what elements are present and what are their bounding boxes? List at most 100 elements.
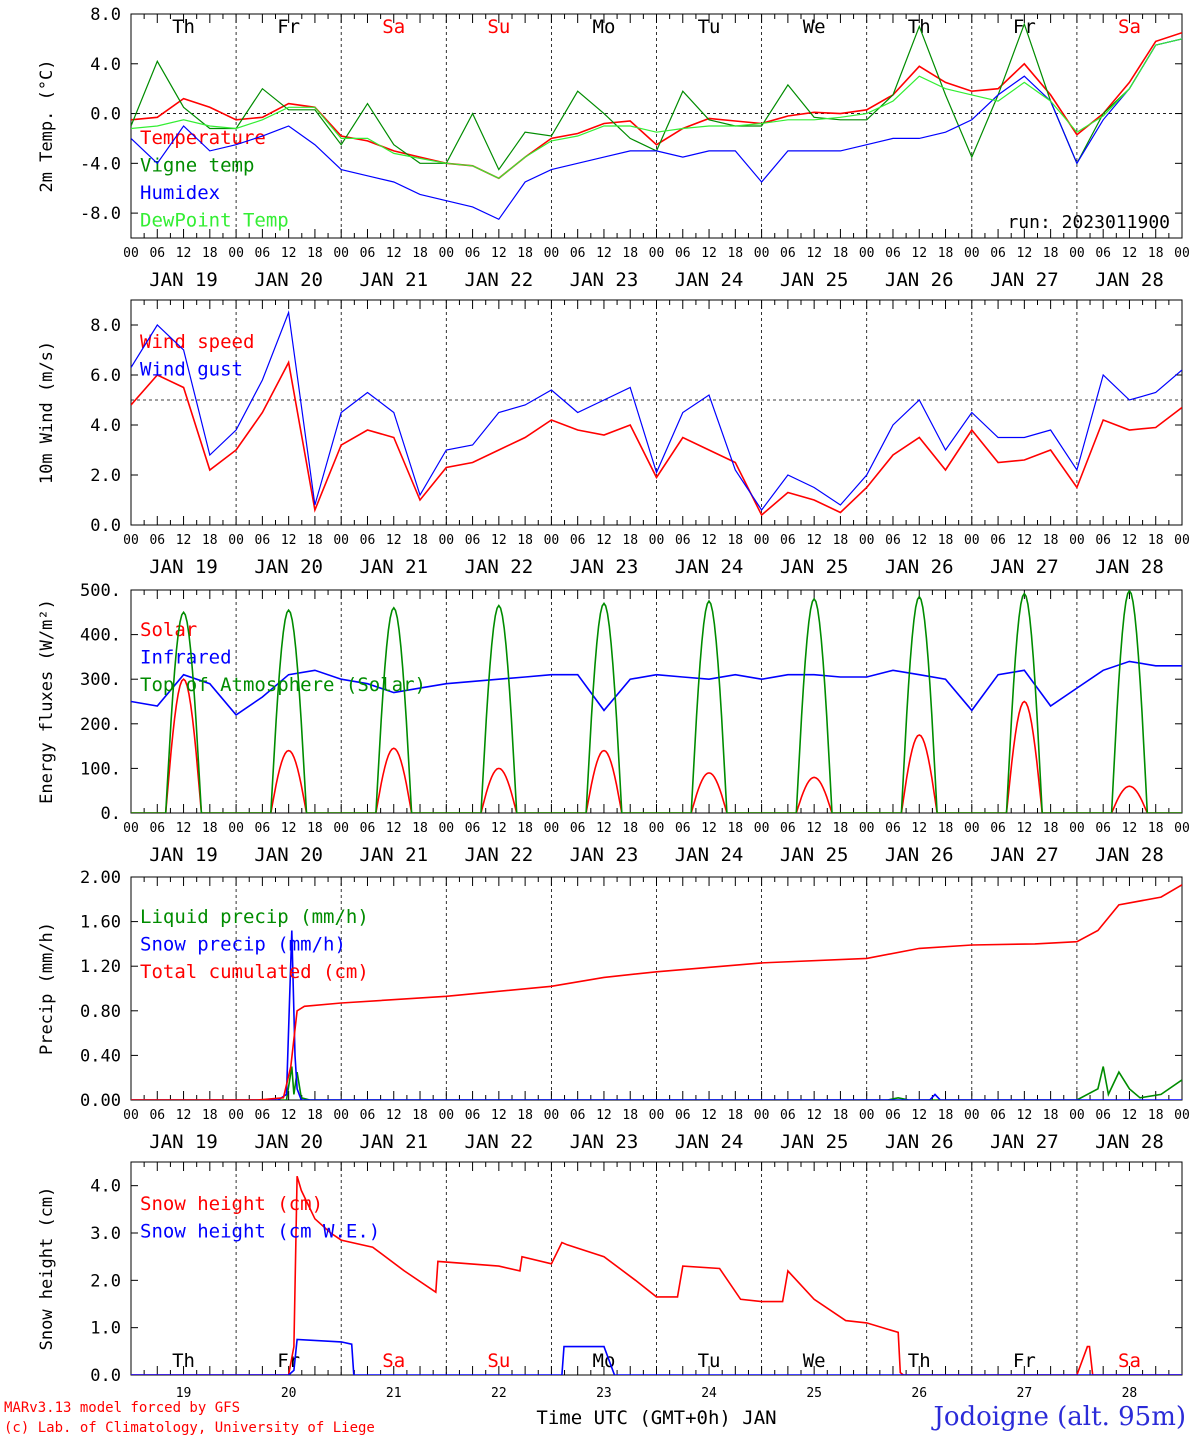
date-label: JAN 24 xyxy=(675,269,744,291)
hour-tick-label: 18 xyxy=(307,533,323,548)
weekday-label: We xyxy=(803,1350,826,1372)
hour-tick-label: 00 xyxy=(859,533,875,548)
hour-tick-label: 18 xyxy=(833,1108,849,1123)
legend-entry: Snow precip (mm/h) xyxy=(140,934,346,956)
hour-tick-label: 00 xyxy=(859,246,875,261)
series-line-dewpoint-temp xyxy=(131,38,1182,180)
y-tick-label: 0.0 xyxy=(90,516,121,536)
date-label: JAN 19 xyxy=(149,556,218,578)
y-tick-label: 4.0 xyxy=(90,1177,121,1197)
hour-tick-label: 18 xyxy=(202,821,218,836)
date-label: JAN 26 xyxy=(885,844,954,866)
hour-tick-label: 00 xyxy=(544,821,560,836)
hour-tick-label: 06 xyxy=(570,821,586,836)
date-label: JAN 28 xyxy=(1095,1131,1164,1153)
series-line-temperature xyxy=(131,31,1182,180)
hour-tick-label: 00 xyxy=(544,246,560,261)
hour-tick-label: 00 xyxy=(333,246,349,261)
y-tick-label: 2.00 xyxy=(80,868,121,888)
hour-tick-label: 12 xyxy=(806,821,822,836)
hour-tick-label: 12 xyxy=(491,533,507,548)
hour-tick-label: 00 xyxy=(123,533,139,548)
weekday-label: Fr xyxy=(277,16,300,38)
y-axis-label: 2m Temp. (°C) xyxy=(37,59,57,192)
hour-tick-label: 06 xyxy=(1095,246,1111,261)
hour-tick-label: 18 xyxy=(1148,246,1164,261)
y-tick-label: 0.80 xyxy=(80,1002,121,1022)
hour-tick-label: 06 xyxy=(255,821,271,836)
series-line-wind-gust xyxy=(131,310,1182,512)
hour-tick-label: 12 xyxy=(911,821,927,836)
hour-tick-label: 06 xyxy=(570,533,586,548)
hour-tick-label: 00 xyxy=(1174,1108,1190,1123)
hour-tick-label: 12 xyxy=(491,246,507,261)
date-label: JAN 19 xyxy=(149,1131,218,1153)
date-label: JAN 27 xyxy=(990,1131,1059,1153)
hour-tick-label: 00 xyxy=(754,821,770,836)
hour-tick-label: 12 xyxy=(176,1108,192,1123)
hour-tick-label: 00 xyxy=(123,246,139,261)
hour-tick-label: 18 xyxy=(938,1108,954,1123)
hour-tick-label: 00 xyxy=(859,821,875,836)
y-axis-label: Precip (mm/h) xyxy=(37,922,57,1055)
weekday-label: Th xyxy=(908,1350,931,1372)
hour-tick-label: 00 xyxy=(228,246,244,261)
y-axis-label: Snow height (cm) xyxy=(37,1187,57,1351)
hour-tick-label: 06 xyxy=(255,1108,271,1123)
date-label: JAN 22 xyxy=(465,1131,534,1153)
weekday-label: We xyxy=(803,16,826,38)
hour-tick-label: 12 xyxy=(1017,1108,1033,1123)
hour-tick-label: 18 xyxy=(517,1108,533,1123)
hour-tick-label: 12 xyxy=(596,246,612,261)
weekday-label: Mo xyxy=(593,1350,616,1372)
hour-tick-label: 18 xyxy=(938,821,954,836)
series-line-solar xyxy=(131,678,1182,813)
hour-tick-label: 18 xyxy=(412,1108,428,1123)
hour-tick-label: 12 xyxy=(1122,821,1138,836)
hour-tick-label: 18 xyxy=(938,246,954,261)
date-label: JAN 25 xyxy=(780,844,849,866)
hour-tick-label: 06 xyxy=(465,1108,481,1123)
run-label: run: 2023011900 xyxy=(1007,212,1170,233)
weekday-label: Th xyxy=(172,16,195,38)
legend-entry: Infrared xyxy=(140,647,232,669)
y-tick-label: 2.0 xyxy=(90,466,121,486)
hour-tick-label: 12 xyxy=(281,1108,297,1123)
date-label: JAN 20 xyxy=(254,1131,323,1153)
panel-frame xyxy=(130,299,1183,526)
hour-tick-label: 06 xyxy=(780,246,796,261)
series-line-infrared xyxy=(131,660,1182,716)
hour-tick-label: 06 xyxy=(149,821,165,836)
weekday-label: Sa xyxy=(382,1350,405,1372)
day-number-label: 27 xyxy=(1017,1386,1033,1401)
hour-tick-label: 00 xyxy=(859,1108,875,1123)
hour-tick-label: 12 xyxy=(701,1108,717,1123)
hour-tick-label: 06 xyxy=(149,1108,165,1123)
hour-tick-label: 00 xyxy=(649,1108,665,1123)
hour-tick-label: 00 xyxy=(964,1108,980,1123)
weekday-label: Su xyxy=(487,16,510,38)
hour-tick-label: 12 xyxy=(911,246,927,261)
date-label: JAN 20 xyxy=(254,269,323,291)
hour-tick-label: 06 xyxy=(780,821,796,836)
weekday-label: Fr xyxy=(1013,16,1036,38)
y-tick-label: 100. xyxy=(80,759,121,779)
x-axis-title: Time UTC (GMT+0h) JAN xyxy=(536,1407,776,1429)
hour-tick-label: 12 xyxy=(176,246,192,261)
hour-tick-label: 18 xyxy=(727,821,743,836)
weekday-label: Sa xyxy=(1118,16,1141,38)
hour-tick-label: 18 xyxy=(622,246,638,261)
hour-tick-label: 18 xyxy=(833,246,849,261)
hour-tick-label: 06 xyxy=(675,246,691,261)
legend-entry: Wind gust xyxy=(140,359,243,381)
y-tick-label: 0.40 xyxy=(80,1046,121,1066)
hour-tick-label: 12 xyxy=(806,246,822,261)
legend-entry: Solar xyxy=(140,619,197,641)
date-label: JAN 22 xyxy=(465,269,534,291)
hour-tick-label: 06 xyxy=(675,533,691,548)
y-tick-label: 0.0 xyxy=(90,1366,121,1386)
hour-tick-label: 18 xyxy=(307,821,323,836)
date-label: JAN 26 xyxy=(885,269,954,291)
legend-entry: Vigne temp xyxy=(140,155,254,177)
hour-tick-label: 12 xyxy=(911,1108,927,1123)
